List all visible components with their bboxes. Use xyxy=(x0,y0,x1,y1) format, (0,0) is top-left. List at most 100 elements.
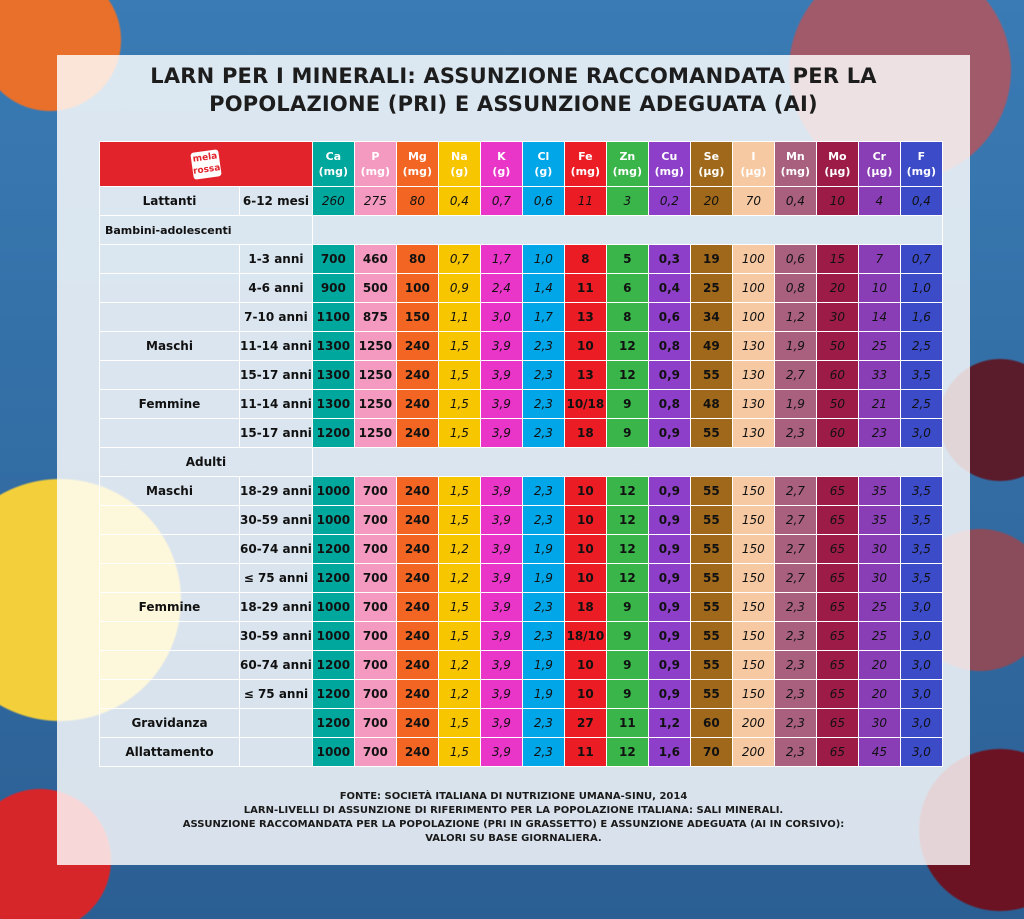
column-symbol: Zn xyxy=(619,150,636,163)
value-k: 3,9 xyxy=(479,679,523,709)
minerals-table: mela rossa Ca (mg) P (mg) Mg (mg) Na (g) K (g) Cl (… xyxy=(99,141,943,767)
value-mg: 240 xyxy=(395,708,439,738)
title-line-2: POPOLAZIONE (PRI) E ASSUNZIONE ADEGUATA … xyxy=(209,92,818,116)
value-ca: 1000 xyxy=(311,505,355,535)
value-cu: 1,2 xyxy=(647,708,691,738)
value-cr: 4 xyxy=(857,186,901,216)
value-fe: 10 xyxy=(563,679,607,709)
value-i: 130 xyxy=(731,389,775,419)
value-cu: 1,6 xyxy=(647,737,691,767)
value-mo: 50 xyxy=(815,389,859,419)
age-range: 18-29 anni xyxy=(239,476,313,506)
column-symbol: K xyxy=(497,150,506,163)
table-row: Lattanti 6-12 mesi 260 275 80 0,4 0,7 0,6 11 3 0,2… xyxy=(99,186,943,216)
value-i: 70 xyxy=(731,186,775,216)
column-unit: (µg) xyxy=(740,165,767,178)
value-fe: 10 xyxy=(563,534,607,564)
group-label: Femmine xyxy=(99,389,240,419)
value-se: 25 xyxy=(689,273,733,303)
value-na: 1,1 xyxy=(437,302,481,332)
value-p: 700 xyxy=(353,737,397,767)
value-p: 700 xyxy=(353,534,397,564)
value-zn: 12 xyxy=(605,360,649,390)
value-cu: 0,9 xyxy=(647,679,691,709)
value-k: 3,9 xyxy=(479,476,523,506)
value-cl: 2,3 xyxy=(521,389,565,419)
value-k: 3,9 xyxy=(479,708,523,738)
value-i: 150 xyxy=(731,621,775,651)
value-zn: 5 xyxy=(605,244,649,274)
value-p: 1250 xyxy=(353,418,397,448)
age-range: 30-59 anni xyxy=(239,621,313,651)
value-cu: 0,9 xyxy=(647,650,691,680)
column-symbol: Cr xyxy=(872,150,887,163)
value-na: 1,5 xyxy=(437,389,481,419)
value-mn: 2,3 xyxy=(773,621,817,651)
column-header-fe: Fe (mg) xyxy=(563,141,607,187)
value-na: 1,5 xyxy=(437,505,481,535)
value-se: 55 xyxy=(689,360,733,390)
value-cr: 45 xyxy=(857,737,901,767)
group-label: Lattanti xyxy=(99,186,240,216)
value-p: 275 xyxy=(353,186,397,216)
value-k: 1,7 xyxy=(479,244,523,274)
table-row: 7-10 anni 1100 875 150 1,1 3,0 1,7 13 8 0,6 34 100 1… xyxy=(99,302,943,332)
value-na: 0,4 xyxy=(437,186,481,216)
value-mo: 15 xyxy=(815,244,859,274)
value-fe: 10/18 xyxy=(563,389,607,419)
value-fe: 11 xyxy=(563,273,607,303)
value-f: 3,0 xyxy=(899,592,943,622)
value-k: 2,4 xyxy=(479,273,523,303)
value-i: 130 xyxy=(731,418,775,448)
value-mg: 240 xyxy=(395,592,439,622)
value-mn: 2,7 xyxy=(773,534,817,564)
value-cr: 10 xyxy=(857,273,901,303)
table-row: 60-74 anni 1200 700 240 1,2 3,9 1,9 10 12 0,9 55 15… xyxy=(99,534,943,564)
value-f: 3,5 xyxy=(899,505,943,535)
group-label: Allattamento xyxy=(99,737,240,767)
value-mn: 0,4 xyxy=(773,186,817,216)
value-f: 3,5 xyxy=(899,360,943,390)
table-row: Allattamento 1000 700 240 1,5 3,9 2,3 11 12 1,6 70… xyxy=(99,737,943,767)
age-range: 1-3 anni xyxy=(239,244,313,274)
value-cu: 0,9 xyxy=(647,534,691,564)
value-k: 3,9 xyxy=(479,389,523,419)
value-cu: 0,9 xyxy=(647,476,691,506)
value-ca: 700 xyxy=(311,244,355,274)
value-ca: 1100 xyxy=(311,302,355,332)
section-gap xyxy=(311,215,943,245)
column-symbol: Mo xyxy=(828,150,847,163)
column-header-na: Na (g) xyxy=(437,141,481,187)
value-mn: 2,3 xyxy=(773,650,817,680)
table-row: 30-59 anni 1000 700 240 1,5 3,9 2,3 18/10 9 0,9 55… xyxy=(99,621,943,651)
table-header-row: mela rossa Ca (mg) P (mg) Mg (mg) Na (g) K (g) Cl (… xyxy=(99,141,943,187)
value-mg: 240 xyxy=(395,679,439,709)
column-unit: (mg) xyxy=(360,165,391,178)
value-mg: 240 xyxy=(395,331,439,361)
value-mg: 240 xyxy=(395,505,439,535)
value-k: 0,7 xyxy=(479,186,523,216)
value-ca: 1000 xyxy=(311,476,355,506)
value-mo: 65 xyxy=(815,679,859,709)
brand-logo-cell: mela rossa xyxy=(99,141,313,187)
column-unit: (mg) xyxy=(906,165,937,178)
value-mo: 30 xyxy=(815,302,859,332)
value-cr: 30 xyxy=(857,708,901,738)
value-k: 3,9 xyxy=(479,592,523,622)
value-cu: 0,8 xyxy=(647,389,691,419)
value-i: 150 xyxy=(731,563,775,593)
value-mg: 240 xyxy=(395,360,439,390)
value-mg: 150 xyxy=(395,302,439,332)
value-k: 3,9 xyxy=(479,563,523,593)
column-symbol: Ca xyxy=(325,150,342,163)
column-symbol: Mg xyxy=(407,150,427,163)
table-row: 1-3 anni 700 460 80 0,7 1,7 1,0 8 5 0,3 19 100 0,6 15… xyxy=(99,244,943,274)
age-range: ≤ 75 anni xyxy=(239,679,313,709)
value-mg: 240 xyxy=(395,621,439,651)
table-row: Maschi 11-14 anni 1300 1250 240 1,5 3,9 2,3 10 12… xyxy=(99,331,943,361)
column-header-mn: Mn (mg) xyxy=(773,141,817,187)
value-f: 2,5 xyxy=(899,331,943,361)
value-mo: 10 xyxy=(815,186,859,216)
value-i: 150 xyxy=(731,650,775,680)
value-mg: 240 xyxy=(395,418,439,448)
